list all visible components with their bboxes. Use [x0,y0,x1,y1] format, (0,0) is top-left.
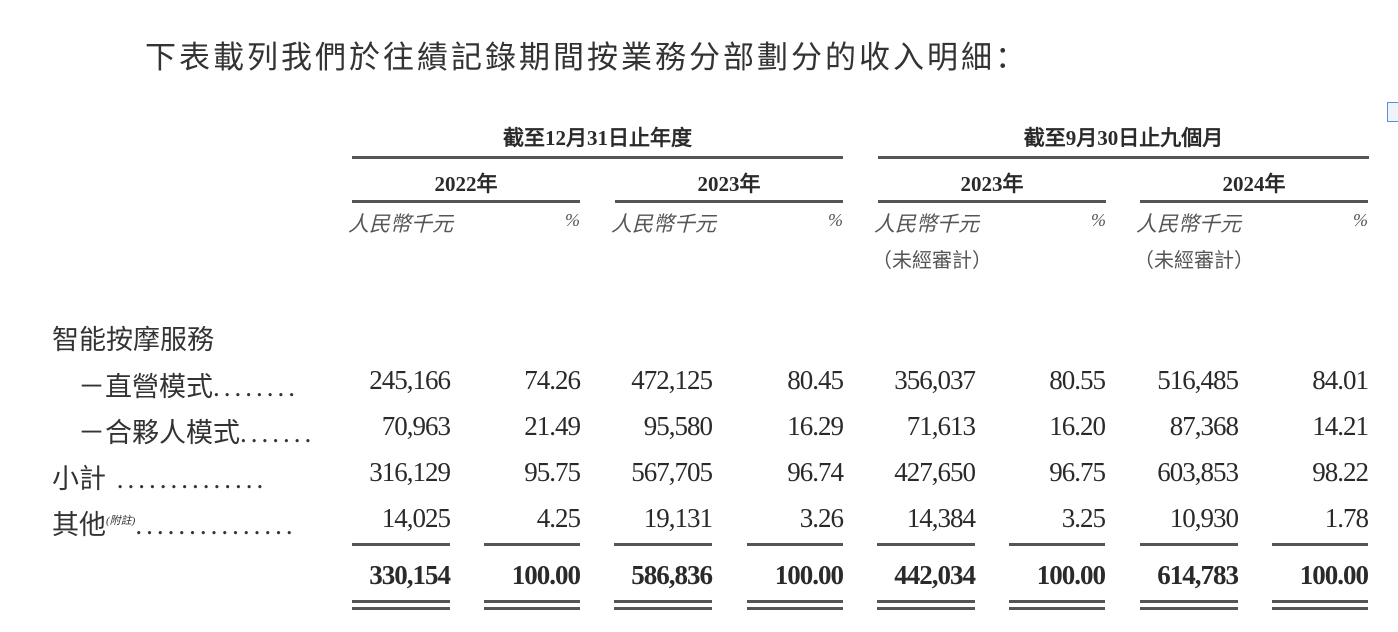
double-underline [747,600,843,603]
table-cell: 472,125 [631,365,713,395]
divider [1140,543,1238,546]
divider [877,543,975,546]
double-underline [484,607,580,610]
double-underline [747,607,843,610]
double-underline [1140,607,1238,610]
section-label: 智能按摩服務 [52,325,214,355]
double-underline [352,600,450,603]
total-cell: 614,783 [1157,560,1239,590]
table-cell: 516,485 [1157,365,1239,395]
divider [878,156,1369,159]
table-cell: 19,131 [643,503,713,533]
scroll-handle[interactable] [1387,102,1398,122]
table-cell: 95,580 [643,411,713,441]
year-header: 2023年 [697,172,761,196]
divider [614,543,712,546]
table-cell: 96.75 [1049,457,1106,487]
table-cell: 316,129 [369,457,451,487]
double-underline [1009,600,1105,603]
row-label: 小計 .............. [52,464,268,494]
divider [484,543,580,546]
total-cell: 442,034 [894,560,976,590]
double-underline [877,607,975,610]
unit-label: 人民幣千元 [1136,212,1241,236]
row-label: 其他(附註)............... [52,510,297,540]
table-cell: 14,025 [381,503,451,533]
table-cell: 87,368 [1169,411,1239,441]
table-cell: 567,705 [631,457,713,487]
table-cell: 245,166 [369,365,451,395]
divider [1272,543,1368,546]
table-cell: 96.74 [787,457,844,487]
year-header: 2023年 [960,172,1024,196]
table-cell: 356,037 [894,365,976,395]
year-header: 2024年 [1222,172,1286,196]
group-header-fy: 截至12月31日止年度 [503,126,692,150]
percent-label: % [828,210,843,230]
total-cell: 100.00 [1036,560,1106,590]
unaudited-label: （未經審計） [1134,250,1254,272]
group-header-9m: 截至9月30日止九個月 [1023,126,1224,150]
divider [352,543,450,546]
table-cell: 74.26 [524,365,581,395]
row-label: －合夥人模式....... [78,418,316,448]
double-underline [352,607,450,610]
table-cell: 16.20 [1049,411,1106,441]
unaudited-label: （未經審計） [872,250,992,272]
table-cell: 80.55 [1049,365,1106,395]
percent-label: % [565,210,580,230]
double-underline [614,600,712,603]
table-cell: 14,384 [906,503,976,533]
double-underline [1272,607,1368,610]
double-underline [1009,607,1105,610]
percent-label: % [1353,210,1368,230]
divider [1009,543,1105,546]
table-cell: 4.25 [536,503,581,533]
percent-label: % [1091,210,1106,230]
total-cell: 100.00 [1299,560,1369,590]
table-cell: 21.49 [524,411,581,441]
table-cell: 1.78 [1324,503,1369,533]
divider [1140,200,1368,203]
table-cell: 427,650 [894,457,976,487]
table-cell: 3.25 [1061,503,1106,533]
divider [747,543,843,546]
table-cell: 10,930 [1169,503,1239,533]
table-cell: 84.01 [1312,365,1369,395]
double-underline [484,600,580,603]
unit-label: 人民幣千元 [874,212,979,236]
table-cell: 80.45 [787,365,844,395]
double-underline [1272,600,1368,603]
divider [878,200,1106,203]
unit-label: 人民幣千元 [348,212,453,236]
table-cell: 98.22 [1312,457,1369,487]
total-cell: 586,836 [631,560,713,590]
divider [352,156,843,159]
divider [352,200,580,203]
table-cell: 95.75 [524,457,581,487]
divider [615,200,843,203]
total-cell: 100.00 [511,560,581,590]
double-underline [1140,600,1238,603]
table-cell: 14.21 [1312,411,1369,441]
table-cell: 16.29 [787,411,844,441]
total-cell: 330,154 [369,560,451,590]
year-header: 2022年 [434,172,498,196]
table-cell: 3.26 [799,503,844,533]
table-cell: 603,853 [1157,457,1239,487]
double-underline [877,600,975,603]
double-underline [614,607,712,610]
table-cell: 70,963 [381,411,451,441]
unit-label: 人民幣千元 [611,212,716,236]
intro-text: 下表載列我們於往績記錄期間按業務分部劃分的收入明細： [145,40,1029,75]
table-cell: 71,613 [906,411,976,441]
row-label: －直營模式........ [78,372,299,402]
total-cell: 100.00 [774,560,844,590]
